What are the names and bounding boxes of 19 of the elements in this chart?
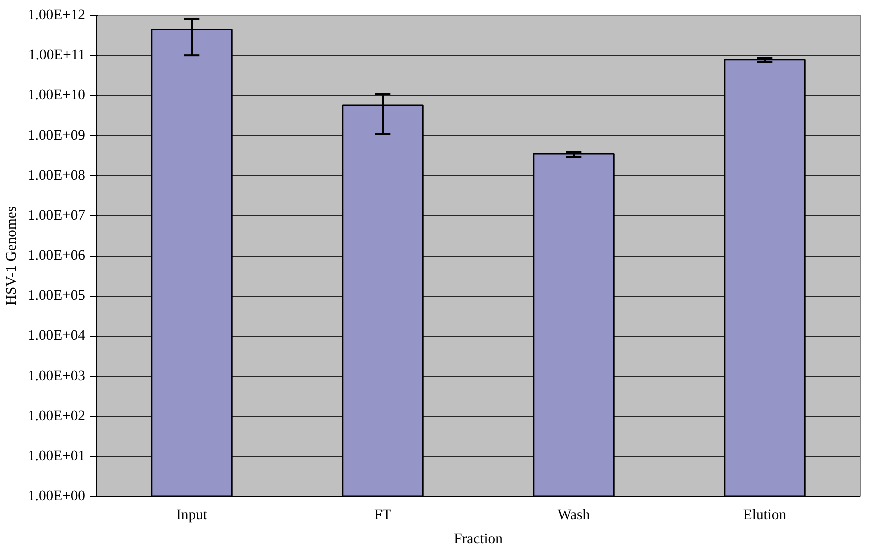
y-axis-title: HSV-1 Genomes (4, 206, 20, 306)
x-tick-label: Elution (743, 508, 788, 524)
y-tick-label: 1.00E+06 (28, 248, 86, 264)
y-tick-label: 1.00E+11 (28, 48, 86, 64)
x-tick-label: FT (374, 508, 392, 524)
x-axis-title: Fraction (454, 532, 504, 548)
y-tick-label: 1.00E+01 (28, 448, 86, 464)
y-tick-label: 1.00E+03 (28, 368, 86, 384)
y-tick-label: 1.00E+12 (28, 8, 86, 24)
y-tick-label: 1.00E+10 (28, 88, 86, 104)
y-tick-label: 1.00E+07 (28, 208, 86, 224)
x-tick-label: Input (176, 508, 208, 524)
y-tick-label: 1.00E+09 (28, 128, 86, 144)
y-tick-label: 1.00E+04 (28, 328, 86, 344)
y-tick-label: 1.00E+08 (28, 168, 86, 184)
y-tick-label: 1.00E+02 (28, 408, 86, 424)
x-tick-label: Wash (558, 508, 591, 524)
y-tick-label: 1.00E+05 (28, 288, 86, 304)
y-tick-label: 1.00E+00 (28, 488, 86, 504)
